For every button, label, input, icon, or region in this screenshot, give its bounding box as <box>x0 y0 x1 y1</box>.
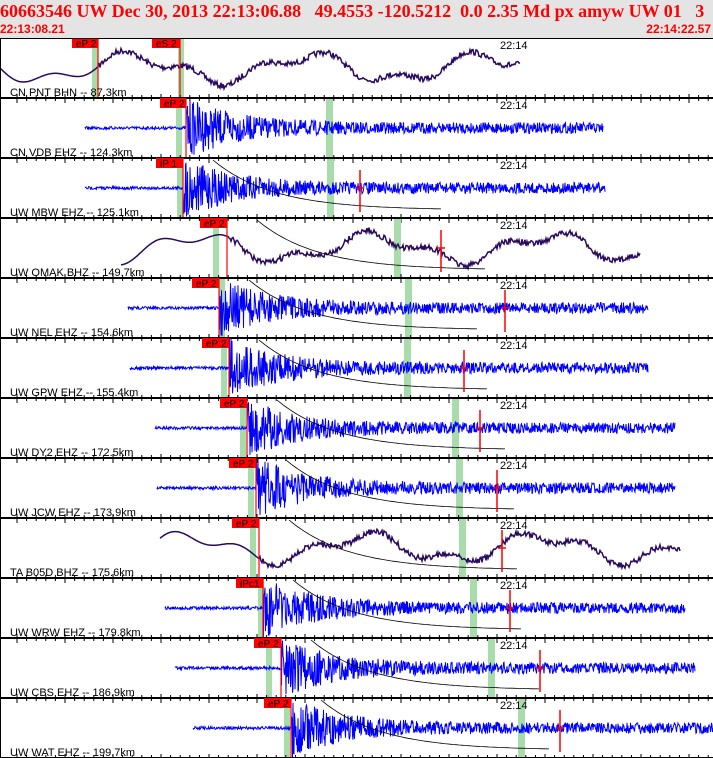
waveform-trace <box>127 283 649 337</box>
coda-decay-curve <box>310 639 540 690</box>
channel-label: UW GPW EHZ -- 155.4km <box>10 387 138 399</box>
channel-row[interactable]: eP 2 22:14 UW WAT EHZ -- 199.7km <box>0 698 713 758</box>
phase-pick-flag[interactable] <box>192 278 219 288</box>
coda-window <box>459 519 466 577</box>
coda-decay-curve <box>212 159 442 210</box>
minute-label: 22:14 <box>500 460 528 472</box>
phase-pick-label: eP 2 <box>204 219 225 230</box>
phase-pick-flag[interactable] <box>254 638 281 648</box>
phase-pick-label: eP 2 <box>206 339 227 350</box>
minute-label: 22:14 <box>500 40 528 52</box>
phase-pick-label: eP 2 <box>233 459 254 470</box>
minute-label: 22:14 <box>500 100 528 112</box>
waveform-trace <box>159 527 681 571</box>
coda-decay-curve <box>320 699 550 750</box>
phase-pick-label: iPc1 <box>240 579 260 590</box>
channel-label: UW WAT EHZ -- 199.7km <box>10 747 135 758</box>
waveform-trace <box>120 227 641 272</box>
waveform-trace <box>174 640 696 695</box>
phase-pick-flag[interactable] <box>152 38 180 48</box>
waveform-trace <box>84 162 606 217</box>
coda-window <box>488 639 495 697</box>
pick-window <box>178 39 184 97</box>
pick-window <box>250 519 256 577</box>
phase-pick-label: eS 2 <box>156 39 177 50</box>
channel-label: UW JCW EHZ -- 173.9km <box>10 507 136 519</box>
minute-label: 22:14 <box>500 640 528 652</box>
phase-pick-label: iP 1 <box>160 159 177 170</box>
minute-label: 22:14 <box>500 400 528 412</box>
event-header: 60663546 UW Dec 30, 2013 22:13:06.88 49.… <box>0 0 713 38</box>
coda-decay-curve <box>288 519 518 570</box>
minute-label: 22:14 <box>500 700 528 712</box>
coda-decay-curve <box>258 339 488 390</box>
coda-window <box>452 399 459 457</box>
phase-pick-label: eP 2 <box>224 399 245 410</box>
channel-label: UW MBW EHZ -- 125.1km <box>10 207 139 219</box>
channel-label: CN PNT BHN -- 87.3km <box>10 87 127 99</box>
waveform-trace <box>129 338 649 394</box>
pick-window <box>92 39 98 97</box>
coda-decay-curve <box>256 219 486 270</box>
phase-pick-label: eP 2 <box>236 519 257 530</box>
channel-label: UW DY2 EHZ -- 172.5km <box>10 447 133 459</box>
waveform-trace <box>192 702 713 758</box>
channel-row[interactable]: eP 2 eS 2 22:14 CN PNT BHN -- 87.3km <box>0 38 713 103</box>
pick-window <box>213 219 219 277</box>
minute-label: 22:14 <box>500 160 528 172</box>
waveform-trace <box>0 46 521 92</box>
window-start-time: 22:13:08.21 <box>0 22 65 36</box>
channel-row[interactable]: eP 2 22:14 UW DY2 EHZ -- 172.5km <box>0 398 713 463</box>
seismogram-panel[interactable]: eP 2 eS 2 22:14 CN PNT BHN -- 87.3km eP 2 22:… <box>0 38 713 758</box>
channel-label: UW OMAK BHZ -- 149.7km <box>10 267 144 279</box>
phase-pick-label: eP 2 <box>268 699 289 710</box>
phase-pick-label: eP 2 <box>196 279 217 290</box>
coda-decay-curve <box>285 459 515 510</box>
phase-pick-flag[interactable] <box>160 98 186 108</box>
waveform-trace <box>156 458 676 515</box>
channel-row[interactable]: iPc1 22:14 UW WRW EHZ -- 179.8km <box>0 578 713 643</box>
channel-label: UW NEL EHZ -- 154.6km <box>10 327 133 339</box>
channel-row[interactable]: eP 2 22:14 UW OMAK BHZ -- 149.7km <box>0 218 713 283</box>
channel-label: CN VDB EHZ -- 124.3km <box>10 147 132 159</box>
coda-decay-curve <box>276 399 506 450</box>
event-title: 60663546 UW Dec 30, 2013 22:13:06.88 49.… <box>0 1 705 21</box>
channel-row[interactable]: eP 2 22:14 UW NEL EHZ -- 154.6km <box>0 278 713 343</box>
channel-row[interactable]: eP 2 22:14 CN VDB EHZ -- 124.3km <box>0 98 713 163</box>
minute-label: 22:14 <box>500 220 528 232</box>
channel-row[interactable]: eP 2 22:14 UW GPW EHZ -- 155.4km <box>0 338 713 403</box>
coda-decay-curve <box>292 579 522 630</box>
phase-pick-flag[interactable] <box>202 338 229 348</box>
minute-label: 22:14 <box>500 520 528 532</box>
phase-pick-flag[interactable] <box>232 518 259 528</box>
channel-row[interactable]: iP 1 22:14 UW MBW EHZ -- 125.1km <box>0 158 713 223</box>
pick-window <box>176 99 182 157</box>
waveform-trace <box>154 402 676 455</box>
pick-window <box>284 699 290 757</box>
phase-pick-flag[interactable] <box>156 158 183 168</box>
phase-pick-flag[interactable] <box>220 398 247 408</box>
minute-label: 22:14 <box>500 340 528 352</box>
minute-label: 22:14 <box>500 580 528 592</box>
channel-row[interactable]: eP 2 22:14 UW JCW EHZ -- 173.9km <box>0 458 713 523</box>
window-end-time: 22:14:22.57 <box>646 22 711 36</box>
phase-pick-label: eP 2 <box>76 39 97 50</box>
waveform-trace <box>84 99 604 155</box>
phase-pick-flag[interactable] <box>264 698 291 708</box>
phase-pick-flag[interactable] <box>236 578 263 588</box>
phase-pick-flag[interactable] <box>229 458 256 468</box>
coda-window <box>394 219 401 277</box>
minute-label: 22:14 <box>500 280 528 292</box>
coda-window <box>327 159 334 217</box>
channel-label: UW WRW EHZ -- 179.8km <box>10 627 141 639</box>
coda-decay-curve <box>248 279 478 330</box>
waveform-trace <box>164 583 686 638</box>
phase-pick-flag[interactable] <box>72 38 98 48</box>
phase-pick-label: eP 2 <box>164 99 185 110</box>
phase-pick-label: eP 2 <box>258 639 279 650</box>
phase-pick-flag[interactable] <box>200 218 227 228</box>
